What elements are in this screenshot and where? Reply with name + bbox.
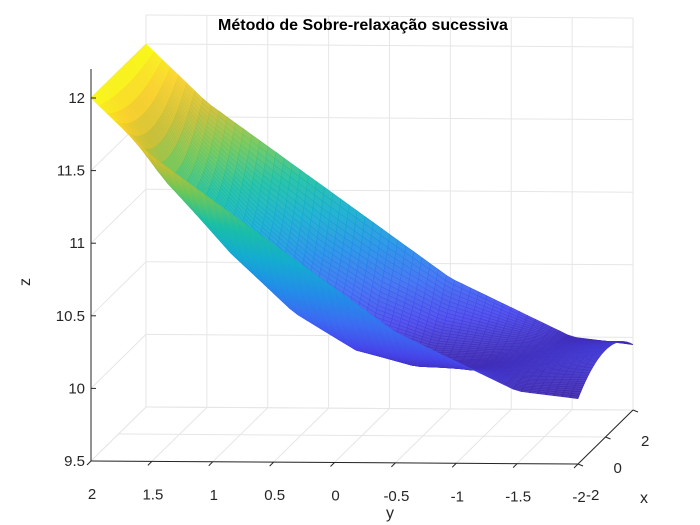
tick-labels: 2 1.5 1 0.5 0 -0.5 -1 -1.5 -2 -2029.51010.51111.5… <box>56 90 650 506</box>
y-tick-label: 0 <box>331 488 339 505</box>
grid-line <box>90 188 147 244</box>
x-axis-label: x <box>640 490 648 507</box>
x-tick-mark <box>577 463 584 467</box>
y-tick-mark <box>391 462 396 468</box>
grid-line <box>145 406 634 411</box>
y-tick-label: 1.5 <box>142 486 163 503</box>
z-tick-label: 12 <box>68 90 85 107</box>
y-tick-label: -1.5 <box>505 489 531 506</box>
surface-cell <box>569 395 580 400</box>
x-tick-label: 0 <box>614 460 622 477</box>
y-tick-label: 0.5 <box>264 487 285 504</box>
y-tick-mark <box>269 461 274 467</box>
y-tick-mark <box>451 462 457 468</box>
z-tick-label: 11.5 <box>57 163 85 180</box>
y-tick-mark <box>573 463 579 469</box>
y-tick-mark <box>147 461 153 466</box>
surface-mesh <box>90 43 634 400</box>
y-tick-label: -0.5 <box>383 488 409 505</box>
z-axis-label: z <box>17 278 34 286</box>
y-tick-label: -1 <box>451 488 464 505</box>
y-tick-mark <box>330 462 335 467</box>
x-tick-label: -2 <box>586 487 599 504</box>
surface-cell <box>561 394 572 398</box>
grid-line <box>145 14 634 19</box>
z-tick-label: 11 <box>69 235 85 252</box>
y-tick-mark <box>208 461 214 467</box>
grid-line <box>118 433 606 438</box>
y-tick-label: 2 <box>88 486 96 503</box>
z-tick-label: 9.5 <box>64 453 85 470</box>
x-tick-mark <box>605 436 611 440</box>
x-tick-mark <box>632 409 639 413</box>
y-tick-label: 1 <box>210 487 218 504</box>
chart-title: Método de Sobre-relaxação sucessiva <box>218 17 508 34</box>
x-tick-label: 2 <box>641 433 649 450</box>
grid-line <box>90 261 147 317</box>
grid-line <box>90 334 147 389</box>
y-tick-mark <box>512 463 518 468</box>
y-tick-label: -2 <box>572 489 585 506</box>
y-axis-label: y <box>386 505 394 522</box>
y-tick-mark <box>86 460 92 466</box>
z-tick-label: 10 <box>68 380 85 397</box>
z-tick-label: 10.5 <box>56 308 85 325</box>
